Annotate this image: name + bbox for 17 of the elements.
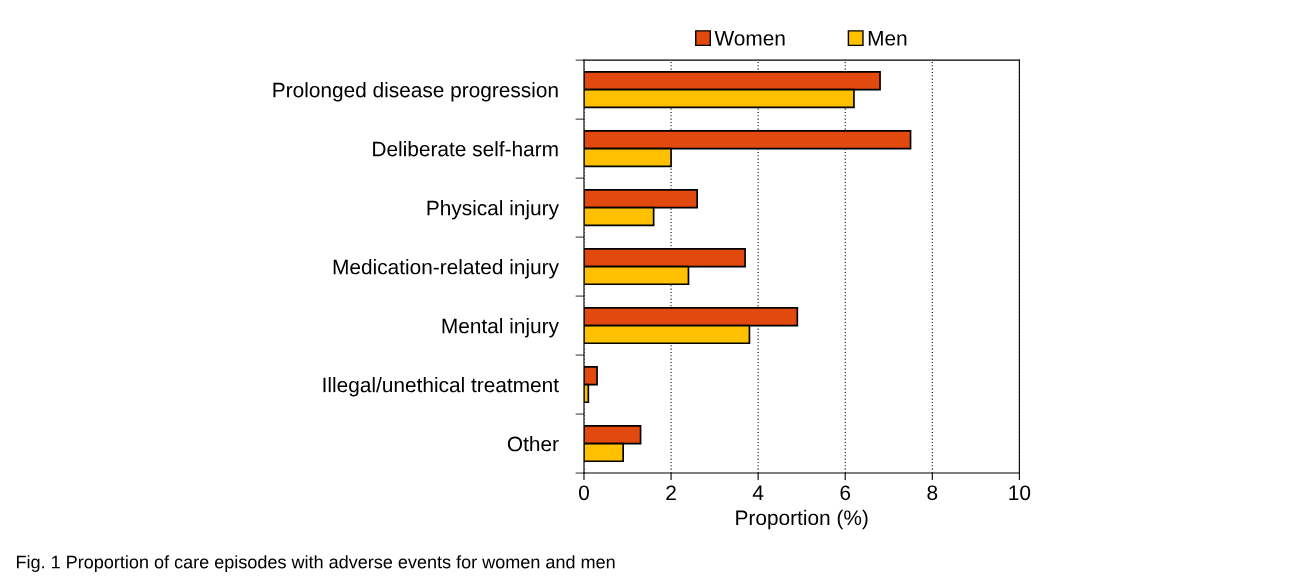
x-tick-label: 8: [927, 485, 938, 501]
legend-label: Women: [714, 31, 785, 46]
y-tick-label: Physical injury: [427, 200, 559, 220]
y-tick-label: Medication-related injury: [333, 259, 559, 279]
x-tick-label: 6: [840, 485, 851, 501]
x-tick-label: 4: [752, 485, 764, 500]
y-tick-label: Deliberate self-harm: [373, 141, 558, 157]
y-tick-label: Prolonged disease progression: [273, 82, 558, 102]
y-tick-label: Other: [507, 436, 559, 452]
legend-label: Men: [868, 31, 907, 46]
y-tick-label: Mental injury: [442, 318, 559, 338]
x-tick-label: 0: [579, 485, 589, 501]
x-tick-label: 2: [666, 485, 676, 500]
x-axis-title: Proportion (%): [736, 509, 868, 530]
y-tick-label: Illegal/unethical treatment: [323, 377, 559, 397]
x-tick-label: 10: [1009, 485, 1031, 501]
caption: Fig. 1 Proportion of care episodes with adverse events for women and men: [16, 555, 615, 572]
